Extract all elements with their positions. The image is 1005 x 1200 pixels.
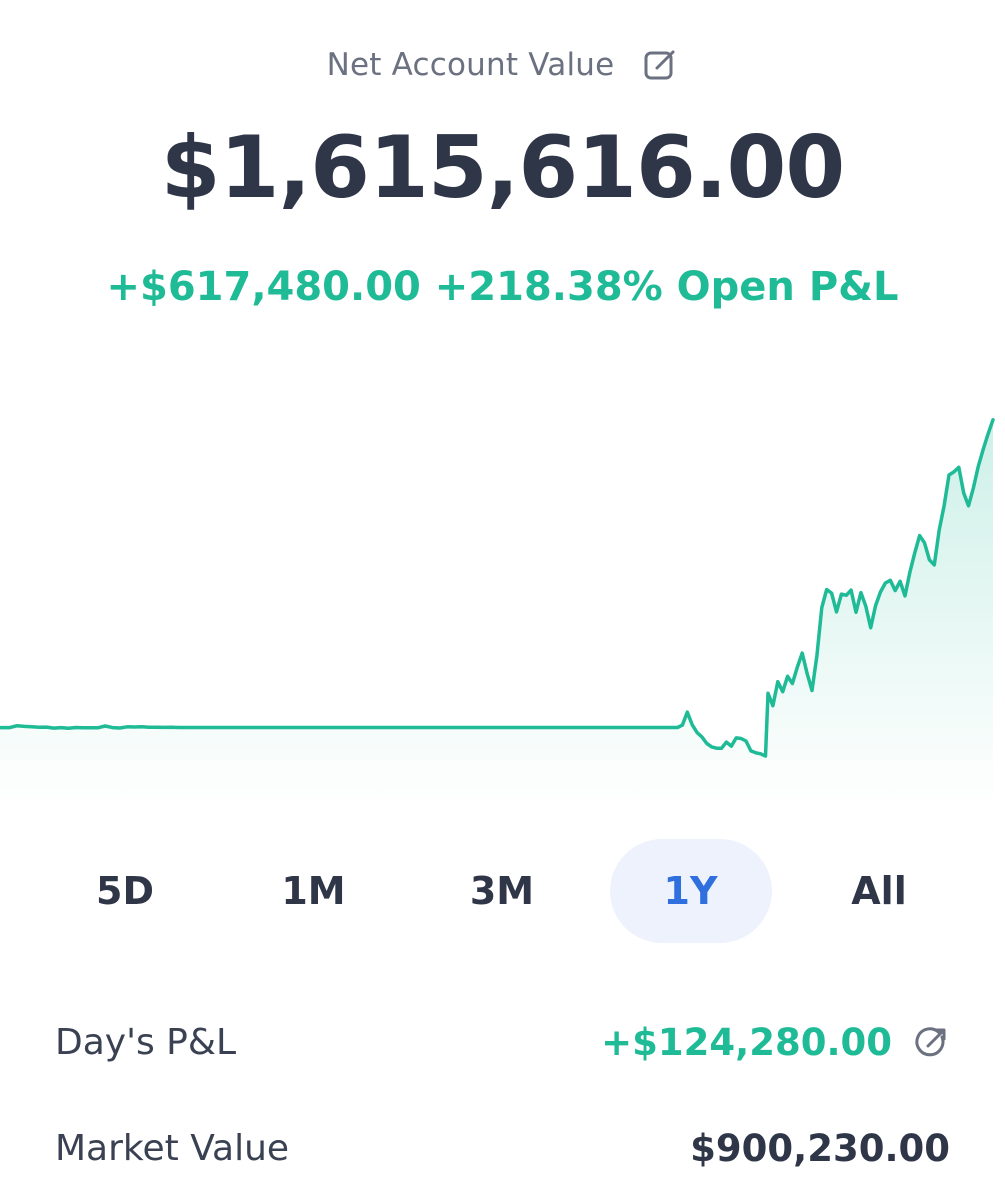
net-account-value: $1,615,616.00 — [160, 118, 845, 218]
days-pl-value-wrap: +$124,280.00 — [601, 1021, 950, 1064]
market-value-amount: $900,230.00 — [690, 1126, 950, 1170]
edit-icon-svg — [644, 50, 675, 80]
market-value-label: Market Value — [55, 1127, 290, 1169]
range-tab-all[interactable]: All — [851, 869, 907, 913]
range-tab-3m[interactable]: 3M — [469, 869, 535, 913]
chart-series-layer — [0, 418, 995, 810]
edit-icon[interactable] — [642, 47, 678, 83]
open-pl-summary: +$617,480.00 +218.38% Open P&L — [106, 264, 899, 310]
chart-area-fill — [0, 419, 993, 810]
days-pl-label: Day's P&L — [55, 1021, 237, 1063]
external-link-icon-svg — [915, 1027, 946, 1057]
range-tab-1m[interactable]: 1M — [281, 869, 346, 913]
external-link-icon[interactable] — [914, 1024, 950, 1060]
range-tab-1y[interactable]: 1Y — [609, 839, 772, 943]
chart-series-line — [0, 418, 995, 758]
range-tab-5d[interactable]: 5D — [96, 869, 154, 913]
time-range-selector: 5D 1M 3M 1Y All — [44, 838, 960, 944]
account-header: Net Account Value — [0, 40, 1005, 90]
net-account-value-label: Net Account Value — [326, 47, 615, 83]
market-value-row: Market Value $900,230.00 — [55, 1118, 950, 1178]
days-pl-value: +$124,280.00 — [601, 1020, 892, 1064]
account-value-chart — [0, 418, 995, 810]
days-pl-row: Day's P&L +$124,280.00 — [55, 1012, 950, 1072]
